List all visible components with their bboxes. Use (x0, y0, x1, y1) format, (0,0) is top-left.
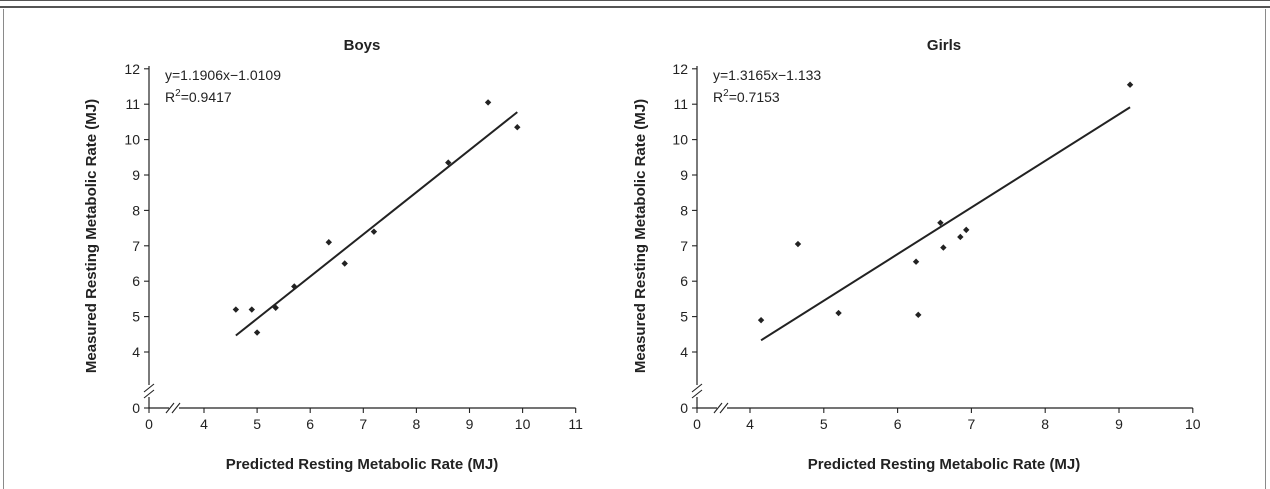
x-tick-label: 8 (1041, 416, 1049, 432)
chart-title: Boys (344, 37, 381, 54)
regression-equation: y=1.3165x−1.133 (713, 67, 821, 83)
y-axis-label: Measured Resting Metabolic Rate (MJ) (83, 99, 100, 373)
x-axis-break-mark (713, 402, 723, 414)
data-point (484, 99, 492, 106)
x-tick-label: 8 (413, 416, 421, 432)
x-tick-label: 9 (1115, 416, 1123, 432)
y-axis-break-mark (691, 383, 703, 393)
data-point (835, 309, 842, 317)
y-tick-label: 6 (680, 273, 688, 289)
regression-line (760, 106, 1131, 342)
y-tick-label: 0 (680, 400, 688, 416)
y-tick-label: 11 (125, 96, 140, 112)
x-tick-label: 10 (515, 416, 531, 432)
x-axis-break-mark (171, 402, 181, 414)
data-point (445, 159, 452, 166)
x-axis-break-mark (165, 402, 175, 414)
x-tick-label: 0 (145, 416, 153, 432)
data-point (912, 258, 920, 265)
r-squared-label: R2=0.7153 (713, 88, 780, 105)
top-rule (0, 0, 1270, 1)
y-tick-label: 7 (680, 238, 688, 254)
regression-equation: y=1.1906x−1.0109 (165, 67, 281, 83)
y-tick-label: 11 (673, 96, 688, 112)
y-tick-label: 9 (680, 167, 688, 183)
data-point (253, 329, 261, 336)
x-axis-label: Predicted Resting Metabolic Rate (MJ) (808, 456, 1081, 473)
x-tick-label: 6 (306, 416, 314, 432)
r-squared-label: R2=0.9417 (165, 88, 232, 105)
x-axis-break-mark (719, 402, 729, 414)
x-tick-label: 7 (359, 416, 367, 432)
y-axis-break-mark (143, 389, 155, 399)
data-point (957, 233, 964, 241)
chart-title: Girls (927, 37, 961, 54)
data-point (370, 228, 378, 235)
y-tick-label: 4 (132, 344, 140, 360)
y-axis-break-mark (143, 383, 155, 393)
y-tick-label: 8 (132, 202, 140, 218)
x-tick-label: 4 (200, 416, 208, 432)
y-tick-label: 7 (132, 238, 140, 254)
data-point (325, 239, 332, 246)
y-axis-label: Measured Resting Metabolic Rate (MJ) (632, 99, 649, 373)
x-tick-label: 5 (253, 416, 261, 432)
y-axis-break-mark (691, 389, 703, 399)
data-point (341, 260, 348, 267)
x-tick-label: 4 (746, 416, 754, 432)
data-point (757, 316, 765, 324)
x-tick-label: 10 (1185, 416, 1201, 432)
data-point (1126, 81, 1134, 88)
data-point (248, 306, 255, 313)
y-tick-label: 4 (680, 344, 688, 360)
y-tick-label: 5 (680, 309, 688, 325)
x-tick-label: 11 (568, 416, 583, 432)
data-point (940, 244, 947, 251)
data-point (514, 124, 521, 131)
y-tick-label: 6 (132, 273, 140, 289)
figure-frame (3, 9, 1266, 489)
top-rule-thick (0, 6, 1270, 8)
y-tick-label: 10 (672, 132, 688, 148)
data-point (291, 283, 298, 290)
data-point (794, 240, 802, 248)
data-point (272, 304, 279, 311)
x-tick-label: 0 (693, 416, 701, 432)
x-tick-label: 7 (968, 416, 976, 432)
x-axis-label: Predicted Resting Metabolic Rate (MJ) (226, 456, 499, 473)
chart-boys: Boys 0 4 5 6 7 8 9 10 11 12 0 4 5 6 7 8 9 10 11 Predicted Re… (83, 37, 583, 473)
chart-girls: Girls 0 4 5 6 7 8 9 10 11 12 0 4 5 6 7 8 9 10 Predicted Res… (632, 37, 1201, 473)
y-tick-label: 5 (132, 309, 140, 325)
data-point (915, 311, 922, 319)
y-tick-label: 12 (124, 61, 140, 77)
data-point (937, 219, 944, 226)
x-tick-label: 5 (820, 416, 828, 432)
x-tick-label: 6 (894, 416, 902, 432)
y-tick-label: 0 (132, 400, 140, 416)
x-tick-label: 9 (466, 416, 474, 432)
y-tick-label: 8 (680, 202, 688, 218)
y-tick-label: 9 (132, 167, 140, 183)
data-point (963, 226, 970, 234)
y-tick-label: 12 (672, 61, 688, 77)
regression-line (235, 111, 518, 337)
data-point (232, 306, 240, 313)
y-tick-label: 10 (124, 132, 140, 148)
